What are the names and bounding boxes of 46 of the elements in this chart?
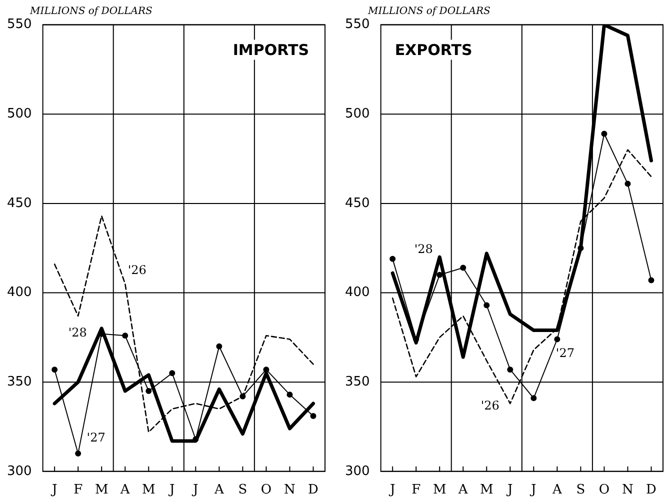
x-tick-label: J [388,482,396,498]
x-tick-label: D [308,482,318,498]
x-tick-label: F [412,482,421,498]
y-tick-label: 450 [344,196,370,211]
x-tick-label: M [94,482,108,498]
x-tick-label: M [480,482,494,498]
x-tick-label: J [191,482,198,498]
x-tick-label: A [119,482,130,498]
y-axis-title: MILLIONS of DOLLARS [368,6,490,17]
x-tick-label: J [506,482,513,498]
x-tick-label: M [142,482,156,498]
y-tick-label: 550 [344,17,370,32]
text: EXPORTS [394,40,472,59]
x-tick-label: O [598,482,610,498]
x-tick-label: A [213,482,224,498]
x-tick-label: N [622,482,634,498]
x-tick-label: A [457,482,468,498]
x-tick-label: M [432,482,446,498]
x-tick-label: F [74,482,83,498]
y-tick-label: 400 [344,285,370,300]
y-tick-label: 300 [344,464,370,479]
x-tick-label: J [529,482,536,498]
series-label: '27 [556,346,574,360]
y-tick-label: 500 [344,106,370,122]
series-label: '26 [128,262,146,277]
series-label: '26 [480,398,500,413]
series-label: '28 [68,325,87,340]
x-tick-label: S [576,482,586,498]
x-tick-label: J [168,482,175,498]
y-tick-label: 500 [6,106,32,122]
x-tick-label: S [238,482,248,498]
y-tick-label: 400 [6,285,32,300]
y-tick-label: 300 [6,464,32,479]
y-tick-label: 550 [6,17,32,32]
x-tick-label: O [260,482,272,498]
series-label: '27 [86,430,106,445]
text: IMPORTS [232,40,309,59]
y-axis-title: MILLIONS of DOLLARS [30,6,152,17]
x-tick-label: N [284,482,296,498]
x-tick-label: D [646,482,656,498]
y-tick-label: 450 [6,196,32,211]
y-tick-label: 350 [6,374,32,390]
x-tick-label: J [50,482,58,498]
series-label: '28 [414,242,433,256]
x-tick-label: A [551,482,562,498]
y-tick-label: 350 [344,374,370,390]
